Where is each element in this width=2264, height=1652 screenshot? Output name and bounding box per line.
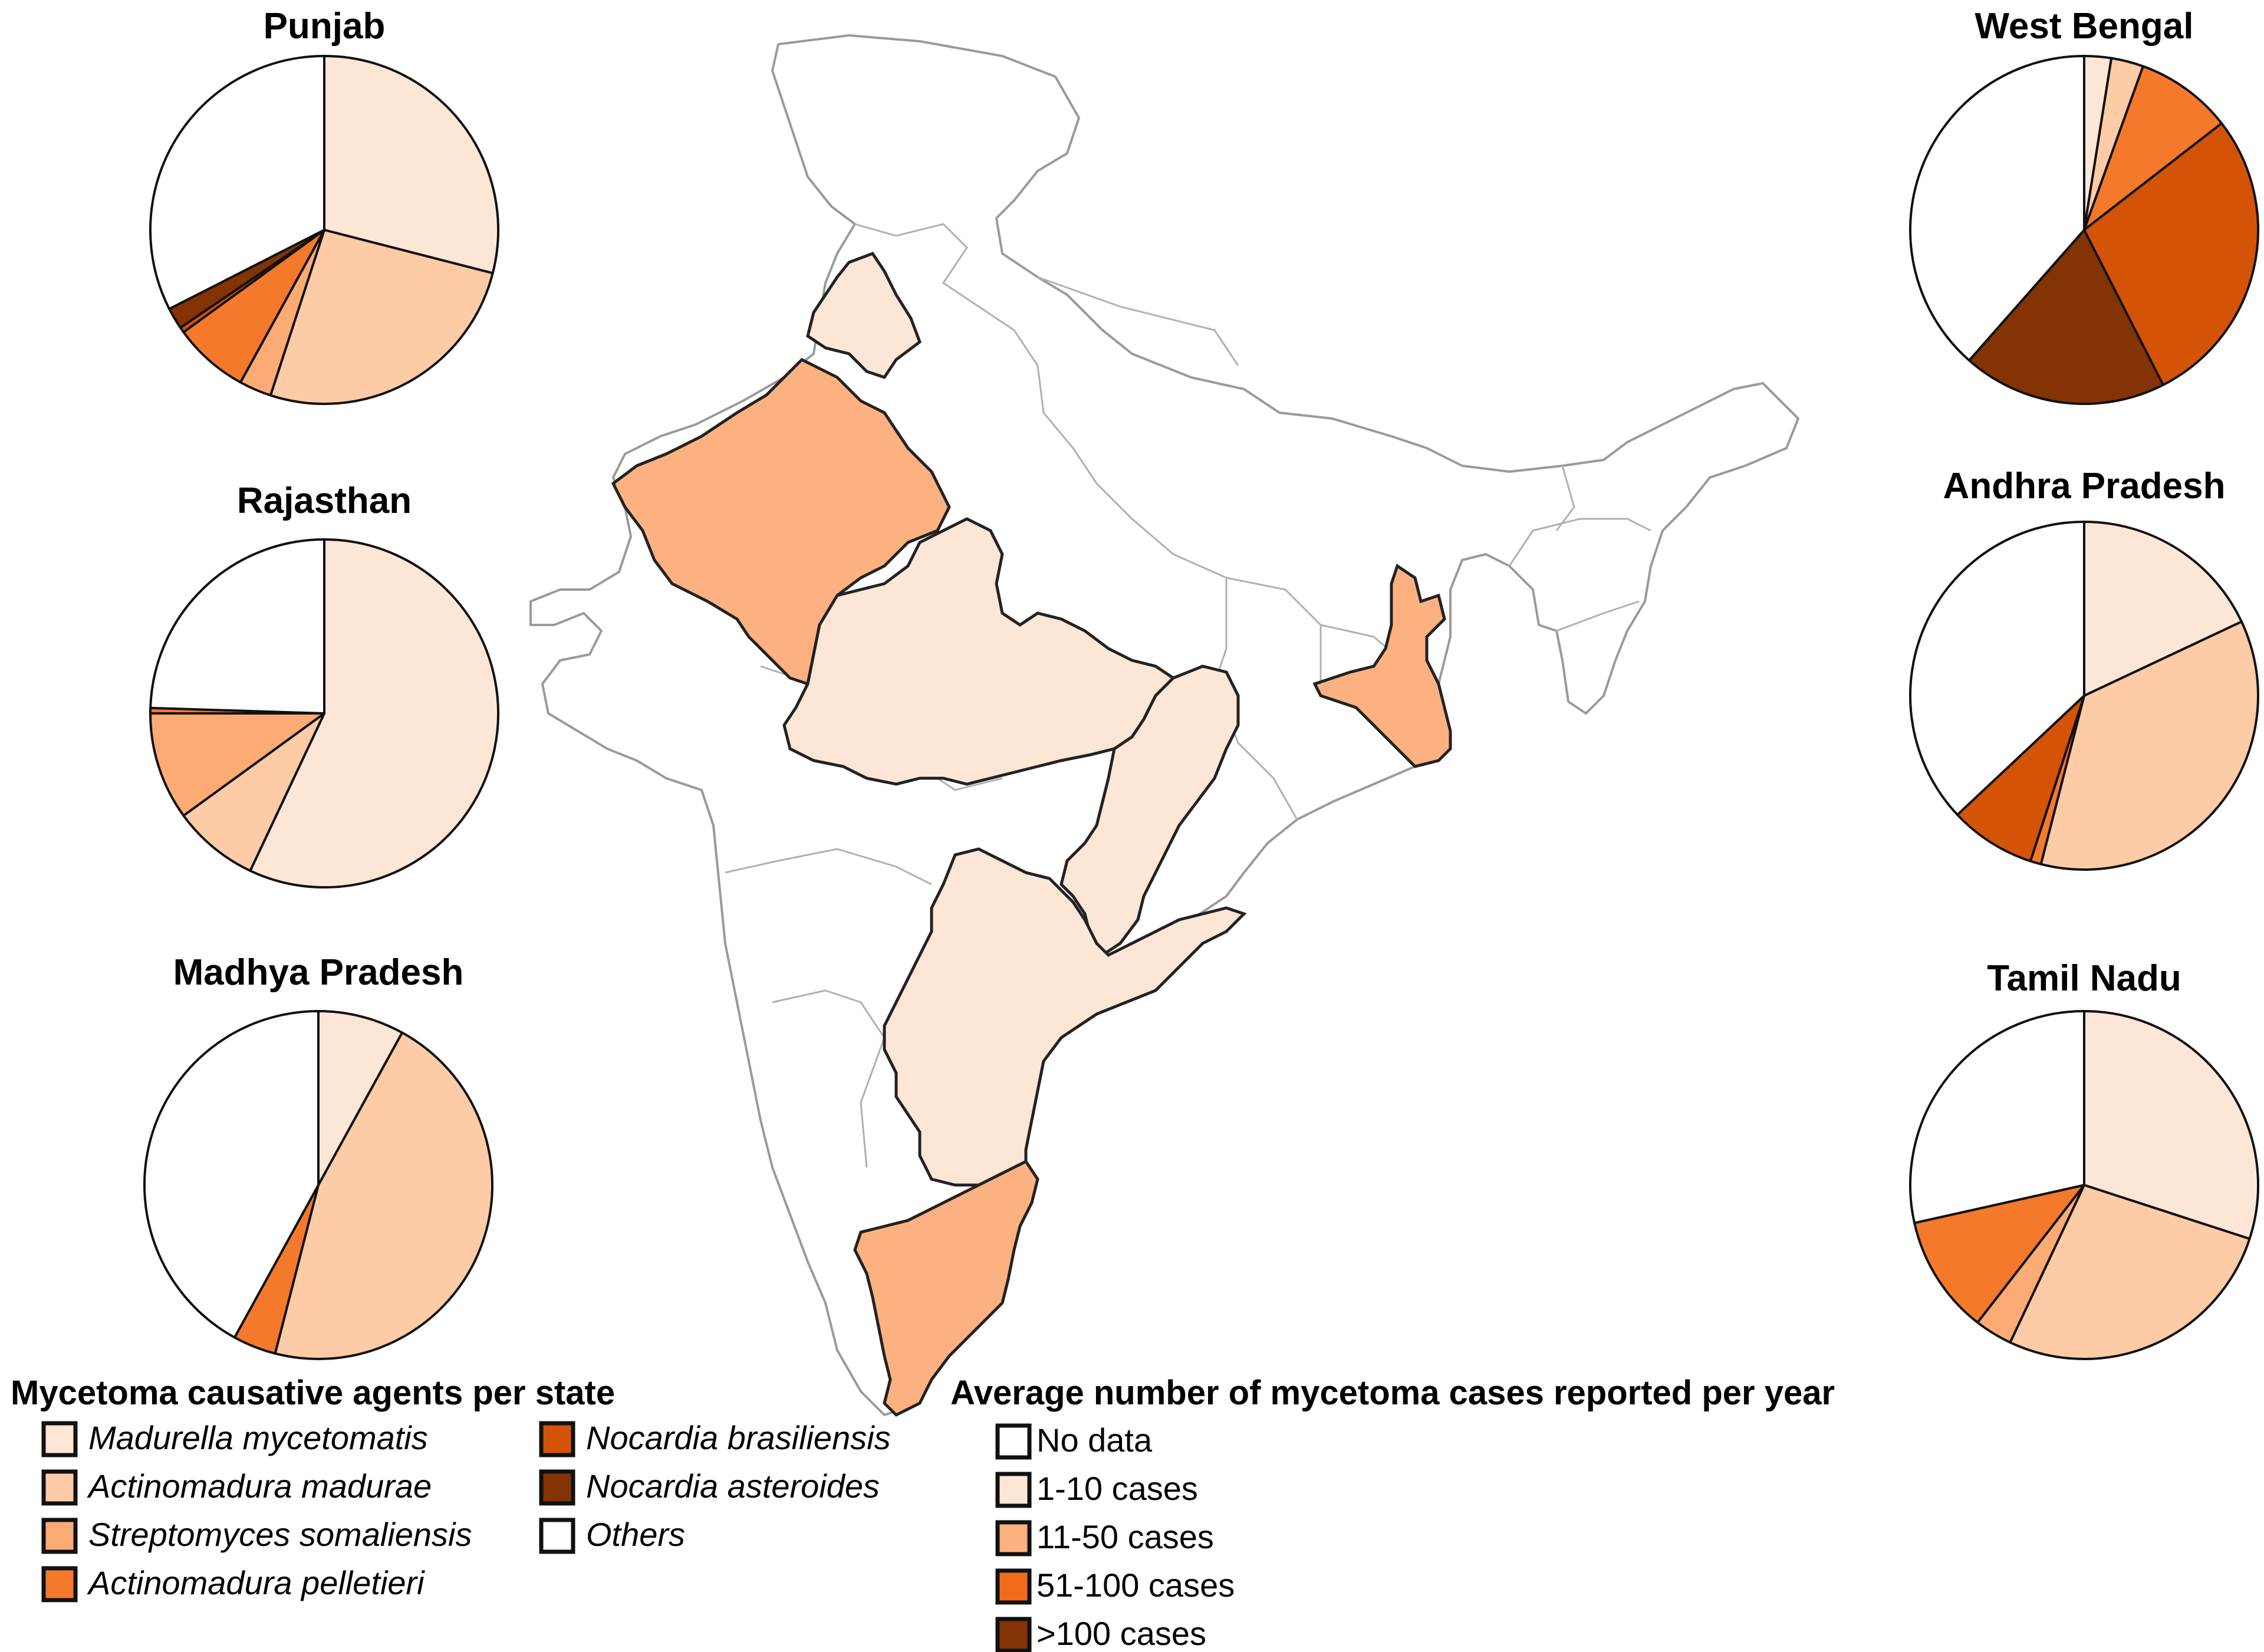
pie-slice-madhya-pradesh-others <box>143 1010 320 1339</box>
pie-slice-punjab-actino_pelletieri <box>182 229 325 384</box>
pie-slice-andhra-pradesh-nocardia_bras <box>1956 695 2085 863</box>
state-west-bengal <box>1312 564 1452 768</box>
legend-case-label-0: No data <box>1036 1421 1153 1459</box>
legend-agent-strepto: Streptomyces somaliensis <box>41 1516 472 1554</box>
legend-case-51-100-cases: 51-100 cases <box>995 1567 1235 1605</box>
pie-slice-west-bengal-nocardia_ast <box>1967 229 2164 405</box>
legend-case-label-1: 1-10 cases <box>1036 1470 1198 1507</box>
legend-case-11-50-cases: 11-50 cases <box>995 1518 1214 1556</box>
pie-slice-tamil-nadu-actino_pelletieri <box>1913 1184 2085 1324</box>
pie-title-rajasthan: Rajasthan <box>237 481 412 521</box>
legend-case-label-4: >100 cases <box>1036 1615 1206 1652</box>
legend-label-nocardia_ast: Nocardia asteroides <box>586 1467 880 1505</box>
legend-case-label-3: 51-100 cases <box>1036 1567 1235 1604</box>
legend-swatch-actino_madurae <box>41 1469 78 1506</box>
legend-cases: Average number of mycetoma cases reporte… <box>950 1374 1835 1652</box>
legend-agents-title: Mycetoma causative agents per state <box>11 1374 615 1412</box>
pie-slice-tamil-nadu-madurella <box>2083 1010 2259 1240</box>
pie-slice-andhra-pradesh-others <box>1909 521 2085 816</box>
pie-slice-rajasthan-madurella <box>249 538 499 888</box>
pie-slice-rajasthan-strepto <box>149 712 325 817</box>
legend-label-actino_madurae: Actinomadura madurae <box>87 1467 432 1505</box>
india-map <box>529 34 1799 1417</box>
pie-slice-andhra-pradesh-actino_madurae <box>2039 620 2259 871</box>
legend-case-swatch-4 <box>995 1617 1032 1652</box>
pie-slice-madhya-pradesh-actino_madurae <box>274 1031 493 1360</box>
pie-charts: Punjab Rajasthan Madhya Pradesh West Bengal… <box>143 6 2260 1360</box>
legend-case-swatch-3 <box>995 1568 1032 1605</box>
pie-andhra-pradesh: Andhra Pradesh <box>1909 466 2259 871</box>
pie-slice-rajasthan-actino_madurae <box>182 712 325 872</box>
pie-slice-madhya-pradesh-madurella <box>317 1010 404 1186</box>
legend-agent-madurella: Madurella mycetomatis <box>41 1419 428 1457</box>
state-punjab <box>806 251 922 379</box>
state-tamil-nadu <box>853 1159 1039 1417</box>
pie-slice-west-bengal-nocardia_bras <box>2083 122 2260 386</box>
pie-slice-punjab-actino_madurae <box>269 229 494 405</box>
legend-agent-actino_pelletieri: Actinomadura pelletieri <box>41 1564 425 1602</box>
legend-swatch-nocardia_ast <box>539 1469 575 1506</box>
legend-agents: Mycetoma causative agents per state Madu… <box>11 1374 891 1602</box>
legend-agent-nocardia_ast: Nocardia asteroides <box>539 1467 880 1506</box>
pie-slice-punjab-madurella <box>323 55 499 275</box>
pie-slice-rajasthan-others <box>149 538 325 715</box>
pie-madhya-pradesh: Madhya Pradesh <box>143 952 493 1360</box>
pie-slice-west-bengal-actino_pelletieri <box>2083 65 2223 231</box>
pie-punjab: Punjab <box>149 6 499 405</box>
pie-slice-tamil-nadu-actino_madurae <box>2009 1184 2251 1360</box>
legend-case-no-data: No data <box>995 1421 1153 1460</box>
legend-swatch-madurella <box>41 1421 78 1457</box>
pie-slice-andhra-pradesh-madurella <box>2083 521 2243 697</box>
pie-slice-punjab-others <box>149 55 325 310</box>
state-rajasthan <box>611 357 951 686</box>
pie-title-madhya-pradesh: Madhya Pradesh <box>173 952 464 993</box>
pie-rajasthan: Rajasthan <box>149 481 499 888</box>
legend-case-1-10-cases: 1-10 cases <box>995 1470 1198 1508</box>
legend-cases-title: Average number of mycetoma cases reporte… <box>950 1374 1835 1412</box>
legend-swatch-actino_pelletieri <box>41 1566 78 1602</box>
legend-swatch-others <box>539 1518 575 1554</box>
legend-label-others: Others <box>586 1516 685 1553</box>
legend-swatch-nocardia_bras <box>539 1421 575 1457</box>
pie-title-andhra-pradesh: Andhra Pradesh <box>1943 466 2226 506</box>
legend-case-label-2: 11-50 cases <box>1036 1518 1214 1555</box>
legend-agent-others: Others <box>539 1516 685 1554</box>
legend-label-nocardia_bras: Nocardia brasiliensis <box>586 1419 891 1456</box>
legend-case-swatch-1 <box>995 1472 1032 1508</box>
pie-west-bengal: West Bengal <box>1909 6 2260 405</box>
pie-title-punjab: Punjab <box>264 6 386 47</box>
legend-case-swatch-0 <box>995 1423 1032 1460</box>
legend-label-actino_pelletieri: Actinomadura pelletieri <box>87 1564 425 1601</box>
legend-label-strepto: Streptomyces somaliensis <box>88 1516 472 1553</box>
legend-agent-actino_madurae: Actinomadura madurae <box>41 1467 432 1506</box>
pie-title-tamil-nadu: Tamil Nadu <box>1987 958 2181 999</box>
pie-title-west-bengal: West Bengal <box>1975 6 2194 47</box>
state-andhra-pradesh <box>883 847 1247 1187</box>
legend-case-100-cases: >100 cases <box>995 1615 1206 1652</box>
legend-label-madurella: Madurella mycetomatis <box>88 1419 428 1456</box>
legend-agent-nocardia_bras: Nocardia brasiliensis <box>539 1419 891 1457</box>
legend-swatch-strepto <box>41 1518 78 1554</box>
pie-slice-tamil-nadu-others <box>1909 1010 2085 1225</box>
pie-tamil-nadu: Tamil Nadu <box>1909 958 2259 1360</box>
legend-case-swatch-2 <box>995 1520 1032 1556</box>
pie-slice-west-bengal-others <box>1909 55 2085 362</box>
